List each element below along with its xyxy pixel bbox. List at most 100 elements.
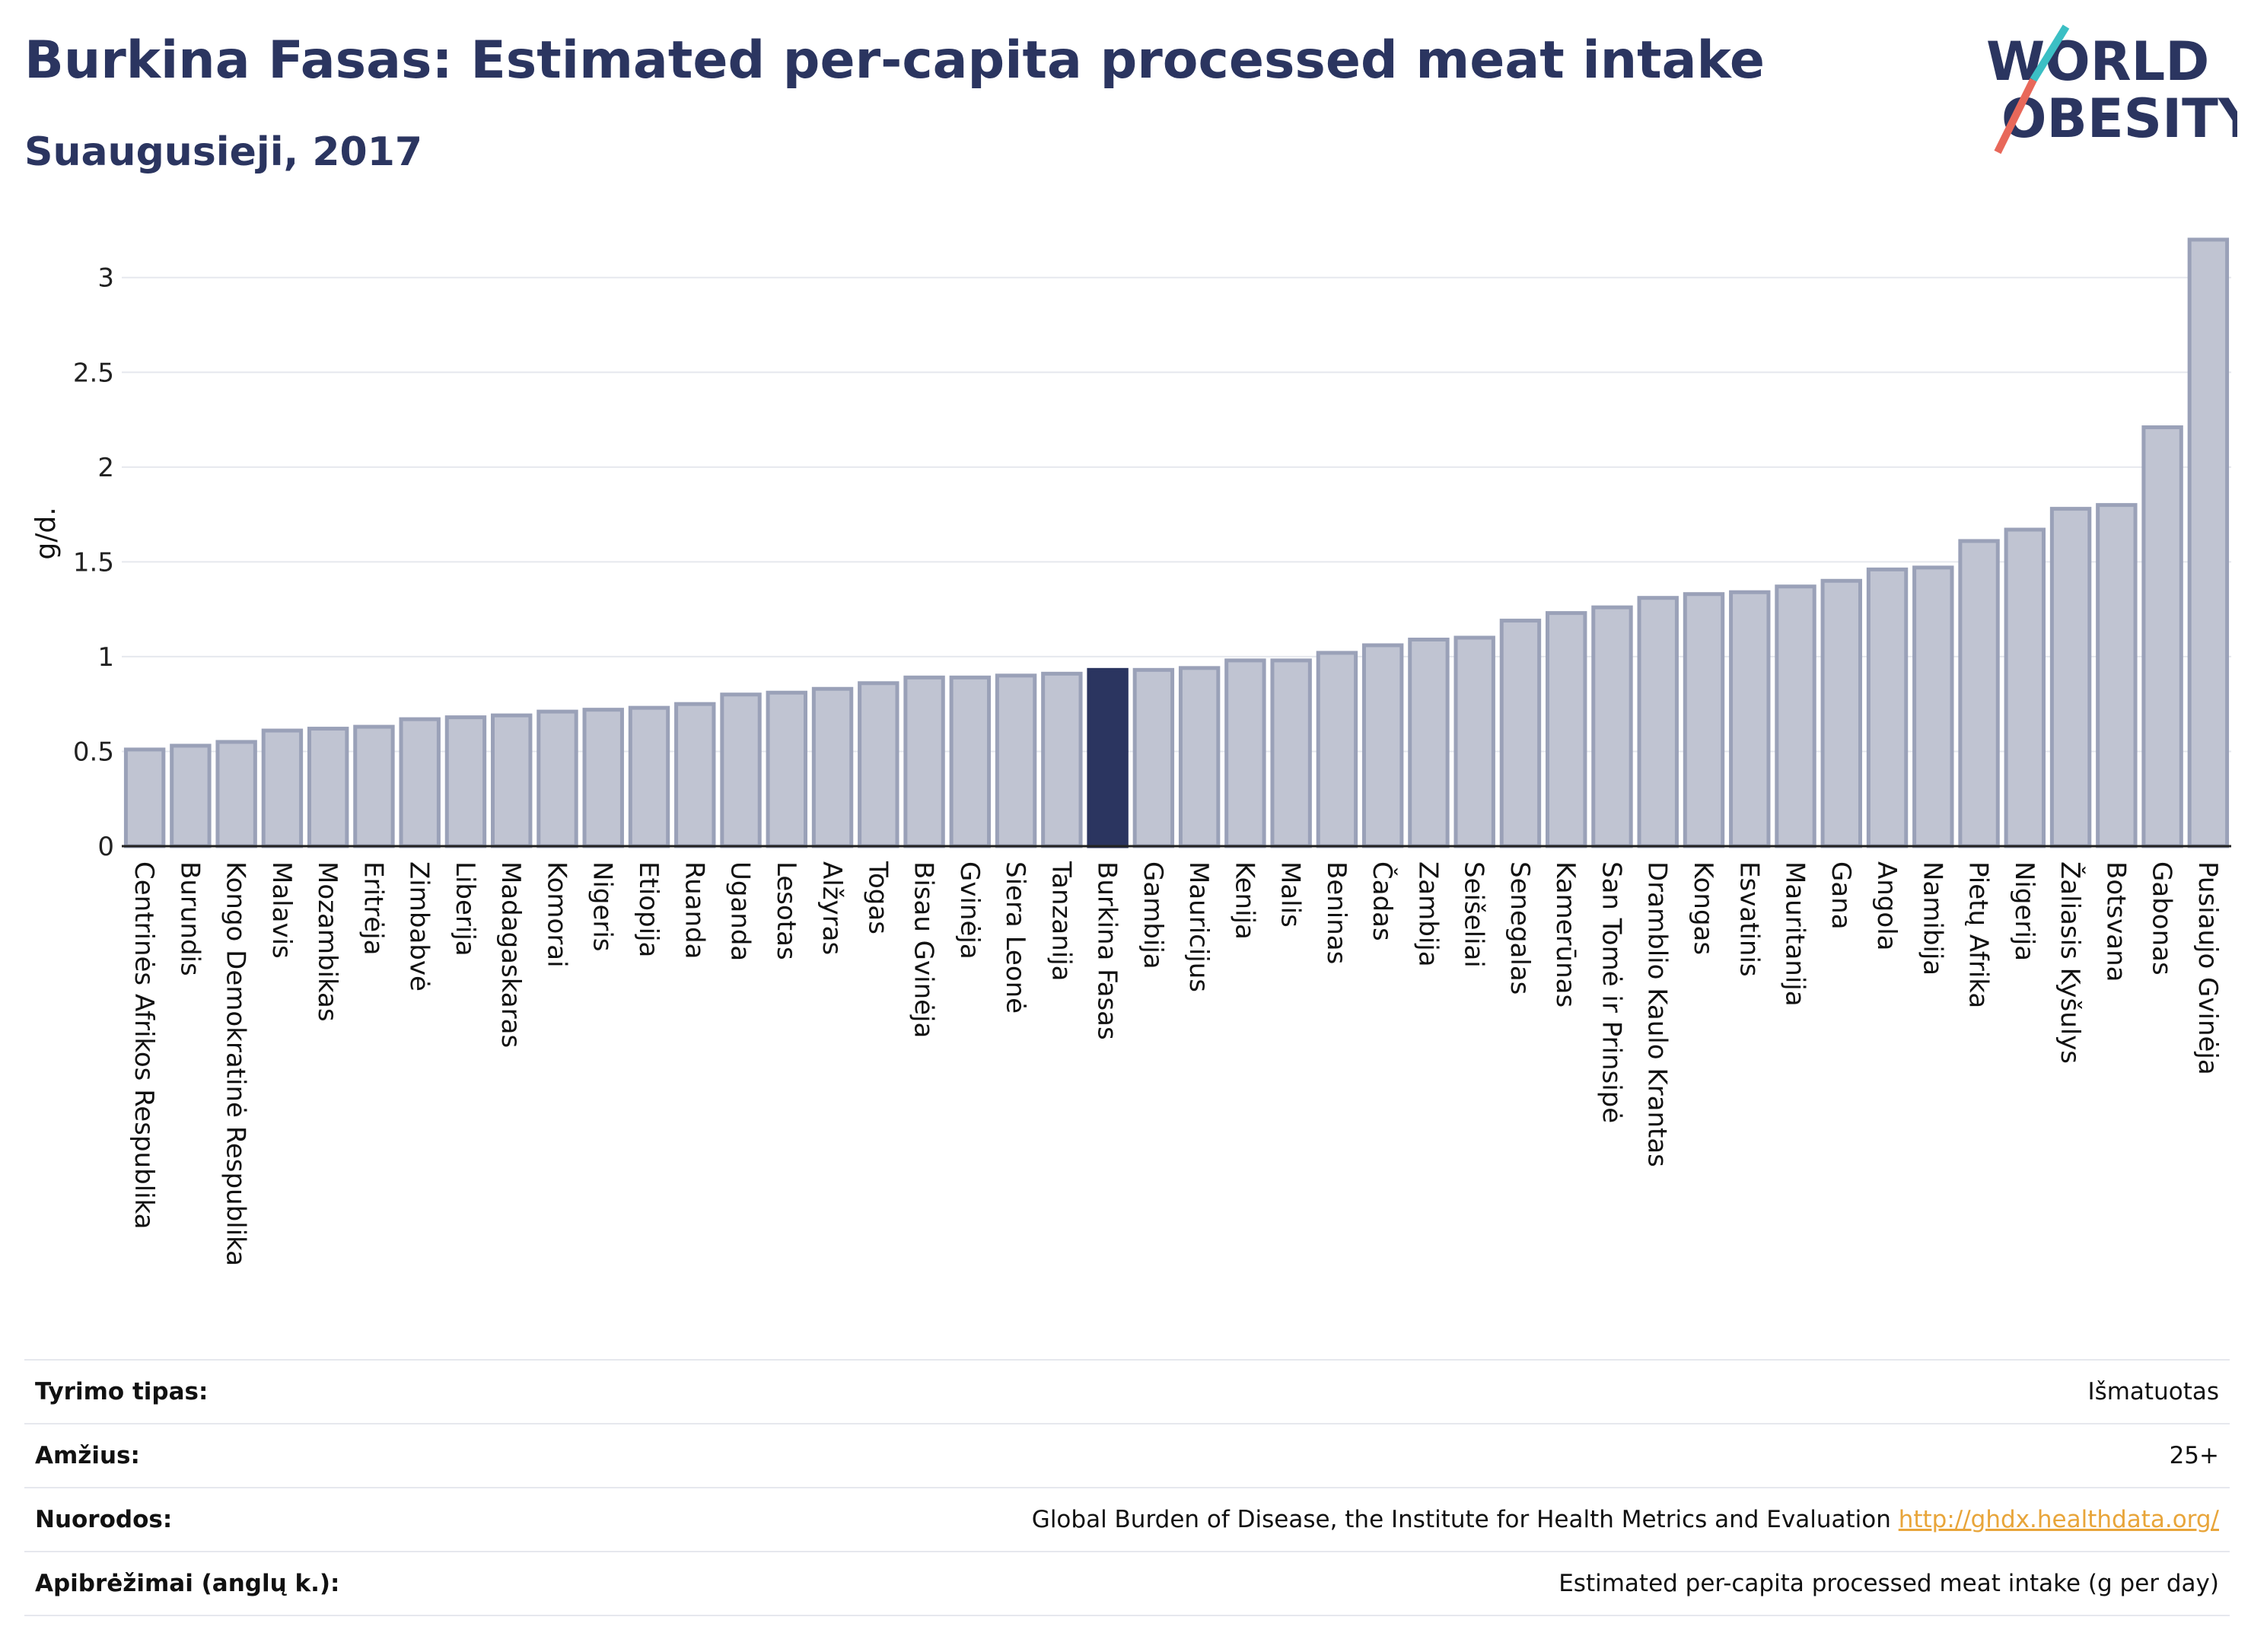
x-category-label: Zimbabvė [404,861,435,992]
info-row-references: Nuorodos: Global Burden of Disease, the … [24,1487,2230,1552]
x-category-label: Beninas [1321,861,1352,964]
bar [1546,611,1587,848]
y-axis-ticks: 0 0.5 1 1.5 2 2.5 3 [73,263,114,862]
x-category-label: Namibija [1917,861,1947,976]
x-category-label: Senegalas [1504,861,1535,995]
bar-highlighted [1087,667,1129,848]
bar [1041,671,1083,848]
bar [1820,578,1862,848]
x-category-label: Madagaskaras [495,861,526,1048]
info-label: Nuorodos: [24,1487,731,1552]
bar-chart: 0 0.5 1 1.5 2 2.5 3 Centrinės Afrikos Respubli… [30,237,2231,1266]
y-tick-label: 2.5 [73,358,114,388]
x-category-label: Eritrėja [358,861,388,955]
info-label: Amžius: [24,1423,731,1488]
bar [1132,667,1175,848]
info-value-references: Global Burden of Disease, the Institute … [731,1487,2230,1552]
bar [628,705,670,848]
bar [1453,635,1495,848]
x-category-label: Mauricijus [1183,861,1214,992]
bar [1775,584,1816,848]
info-table: Tyrimo tipas: Išmatuotas Amžius: 25+ Nuo… [24,1359,2230,1616]
x-category-label: Pusiaujo Gvinėja [2192,861,2223,1075]
bar [903,675,945,848]
y-tick-label: 0 [97,832,114,862]
info-label: Apibrėžimai (anglų k.): [24,1551,731,1616]
bar [858,681,899,848]
logo-line1: WORLD [1986,30,2209,93]
page-title: Burkina Fasas: Estimated per-capita proc… [24,30,1765,91]
bar [949,675,992,848]
y-tick-label: 1 [97,642,114,673]
x-category-label: Mauritanija [1780,861,1810,1007]
x-category-label: Seišeliai [1459,861,1489,968]
y-tick-label: 3 [97,263,114,294]
bar [123,747,166,848]
info-label: Tyrimo tipas: [24,1359,731,1424]
x-category-label: Alžyras [817,861,847,955]
bar [1866,567,1909,848]
bar [2004,527,2046,848]
x-category-label: Gabonas [2147,861,2177,976]
x-category-label: Centrinės Afrikos Respublika [129,861,159,1229]
bar [1316,651,1358,848]
logo-slash-teal [2030,24,2070,82]
bars [123,237,2230,848]
x-category-label: Kenija [1229,861,1259,940]
bar [1270,658,1312,848]
bar [2049,507,2092,848]
page-subtitle: Suaugusieji, 2017 [24,129,423,175]
bar [1912,565,1954,848]
x-category-label: Dramblio Kaulo Krantas [1642,861,1673,1167]
x-category-label: Uganda [725,861,756,961]
x-axis-labels: Centrinės Afrikos Respublika Burundis Kong… [129,861,2223,1266]
bar [1958,539,2000,848]
bar [582,708,624,848]
x-category-label: Kamerūnas [1550,861,1581,1007]
x-category-label: Burundis [174,861,205,976]
x-category-label: Gana [1826,861,1856,930]
y-axis-title: g/d. [30,507,62,559]
x-category-label: Pietų Afrika [1963,861,1994,1008]
x-category-label: Liberija [450,861,480,957]
x-category-label: Čadas [1367,861,1398,941]
info-row-age: Amžius: 25+ [24,1423,2230,1488]
x-category-label: Komorai [541,861,572,968]
bar [811,686,854,848]
x-category-label: Kongas [1688,861,1718,955]
bar [1683,592,1725,848]
x-category-label: Burkina Fasas [1092,861,1122,1040]
x-category-label: Mozambikas [312,861,342,1022]
bar [1224,658,1266,848]
x-category-label: Malavis [266,861,297,959]
bar [536,709,578,848]
bar [215,740,257,848]
bar [720,692,762,848]
x-category-label: Gvinėja [954,861,985,960]
bar [1637,596,1679,848]
bar [674,702,716,848]
x-category-label: Kongo Demokratinė Respublika [221,861,251,1266]
x-category-label: Esvatinis [1734,861,1764,977]
bar [1361,643,1404,848]
x-category-label: Angola [1871,861,1902,950]
info-row-definitions: Apibrėžimai (anglų k.): Estimated per-ca… [24,1551,2230,1616]
info-value: Išmatuotas [731,1359,2230,1424]
x-category-label: Nigeris [587,861,618,952]
y-tick-label: 0.5 [73,737,114,767]
bar [2141,425,2183,848]
info-value: Estimated per-capita processed meat inta… [731,1551,2230,1616]
x-category-label: Malis [1275,861,1306,928]
x-category-label: Togas [862,861,893,934]
x-category-label: San Tomė ir Prinsipė [1596,861,1626,1123]
reference-link[interactable]: http://ghdx.healthdata.org/ [1898,1506,2219,1533]
x-category-label: Bisau Gvinėja [909,861,939,1038]
x-category-label: Žaliasis Kyšulys [2055,861,2086,1064]
x-category-label: Etiopija [633,861,664,957]
reference-text: Global Burden of Disease, the Institute … [1031,1506,1891,1533]
bar [1729,590,1771,848]
bar [1408,637,1450,848]
x-category-label: Zambija [1412,861,1443,967]
x-category-label: Tanzanija [1046,861,1076,981]
bar [2096,503,2138,848]
